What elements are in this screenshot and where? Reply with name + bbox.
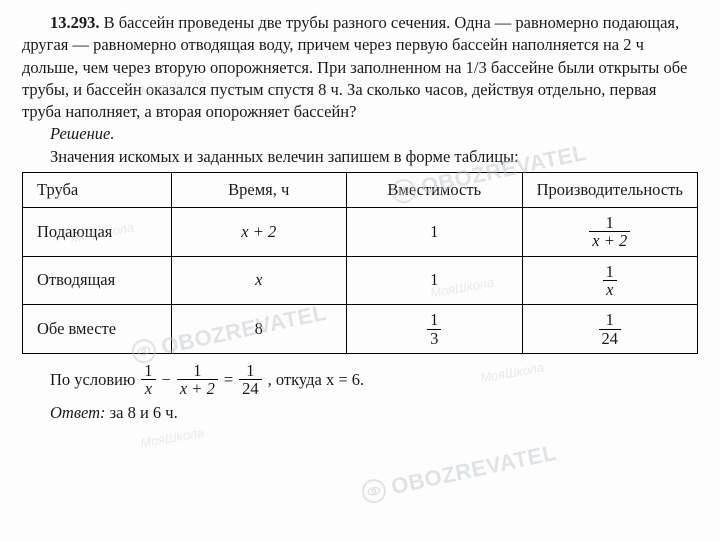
capacity-cell: 13 [347, 305, 523, 354]
table-header-row: Труба Время, ч Вместимость Производитель… [23, 172, 698, 207]
problem-statement: 13.293. В бассейн проведены две трубы ра… [22, 12, 698, 123]
equation-prefix: По условию [50, 369, 135, 391]
answer-label: Ответ: [50, 403, 106, 422]
equation-suffix: , откуда x = 6. [268, 369, 365, 391]
table-header: Производительность [522, 172, 698, 207]
time-cell: x [171, 256, 347, 305]
capacity-cell: 1 [347, 208, 523, 257]
time-cell: 8 [171, 305, 347, 354]
equals-sign: = [224, 369, 233, 391]
answer-line: Ответ: за 8 и 6 ч. [22, 402, 698, 424]
eye-icon [360, 477, 388, 505]
capacity-cell: 1 [347, 256, 523, 305]
problem-text: В бассейн проведены две трубы разного се… [22, 13, 687, 121]
solution-label: Решение. [22, 123, 698, 145]
table-row: Обе вместе 8 13 124 [23, 305, 698, 354]
table-header: Время, ч [171, 172, 347, 207]
table-row: Подающая x + 2 1 1x + 2 [23, 208, 698, 257]
fraction: 1x + 2 [177, 362, 218, 398]
table-header: Вместимость [347, 172, 523, 207]
rate-cell: 124 [522, 305, 698, 354]
solution-intro: Значения искомых и заданных велечин запи… [22, 146, 698, 168]
pipe-name: Подающая [23, 208, 172, 257]
data-table: Труба Время, ч Вместимость Производитель… [22, 172, 698, 354]
time-cell: x + 2 [171, 208, 347, 257]
rate-cell: 1x [522, 256, 698, 305]
fraction: 1x [141, 362, 155, 398]
rate-cell: 1x + 2 [522, 208, 698, 257]
watermark-big-3: OBOZREVATEL [359, 440, 559, 507]
table-header: Труба [23, 172, 172, 207]
pipe-name: Обе вместе [23, 305, 172, 354]
equation-line: По условию 1x − 1x + 2 = 124 , откуда x … [22, 362, 698, 398]
pipe-name: Отводящая [23, 256, 172, 305]
page-content: 13.293. В бассейн проведены две трубы ра… [0, 0, 720, 432]
problem-number: 13.293. [50, 13, 100, 32]
minus-sign: − [162, 369, 171, 391]
answer-text: за 8 и 6 ч. [110, 403, 178, 422]
fraction: 124 [239, 362, 262, 398]
table-row: Отводящая x 1 1x [23, 256, 698, 305]
